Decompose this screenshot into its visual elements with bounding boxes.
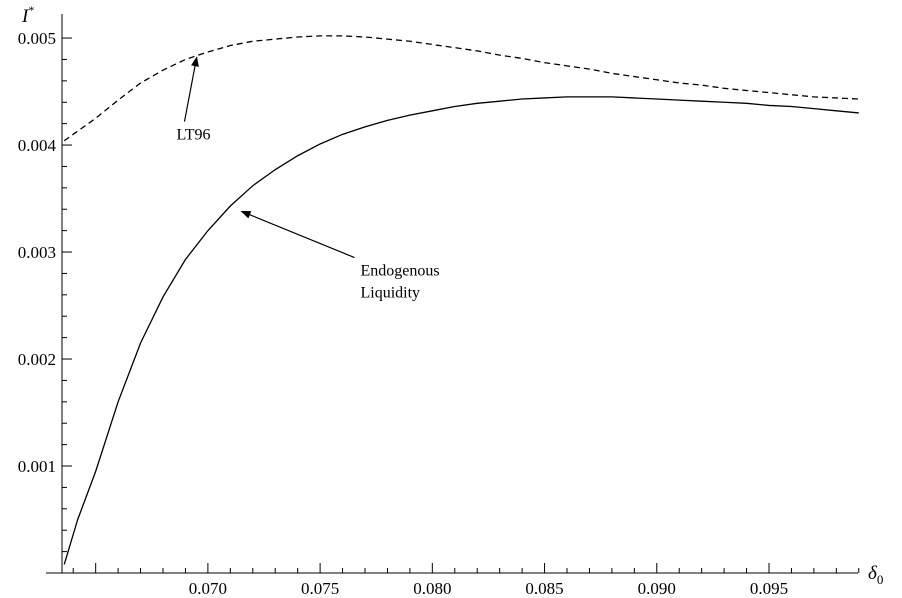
x-tick-label: 0.090 bbox=[638, 579, 676, 598]
axes bbox=[46, 14, 858, 574]
x-tick-label: 0.095 bbox=[750, 579, 788, 598]
endogenous-liquidity-label-line: Liquidity bbox=[361, 285, 421, 302]
endogenous-liquidity-line bbox=[63, 96, 859, 565]
x-tick-label: 0.075 bbox=[301, 579, 339, 598]
y-axis-title: I* bbox=[21, 3, 34, 27]
annotations: LT96 Endogenous Liquidity bbox=[176, 56, 440, 302]
endogenous-liquidity-label-line: Endogenous bbox=[361, 263, 440, 280]
y-tick-label: 0.004 bbox=[18, 136, 57, 155]
endogenous-liquidity-arrow bbox=[240, 210, 355, 259]
lt96-dashed-line bbox=[63, 35, 859, 142]
lt96-label-line: LT96 bbox=[176, 127, 210, 144]
lt96-label: LT96 bbox=[176, 127, 210, 144]
y-tick-label: 0.001 bbox=[18, 457, 56, 476]
ticks: 0.070 0.075 0.080 0.085 0.090 0.095 0.001 0.002… bbox=[18, 29, 860, 598]
x-tick-label: 0.080 bbox=[413, 579, 451, 598]
endogenous-liquidity-label: Endogenous Liquidity bbox=[361, 263, 440, 302]
y-tick-label: 0.003 bbox=[18, 243, 56, 262]
series-group bbox=[63, 35, 859, 565]
lt96-arrow bbox=[183, 56, 199, 122]
y-tick-label: 0.002 bbox=[18, 350, 56, 369]
x-tick-label: 0.070 bbox=[189, 579, 227, 598]
y-tick-label: 0.005 bbox=[18, 29, 56, 48]
x-tick-label: 0.085 bbox=[525, 579, 563, 598]
x-axis-title: δ0 bbox=[868, 563, 883, 587]
